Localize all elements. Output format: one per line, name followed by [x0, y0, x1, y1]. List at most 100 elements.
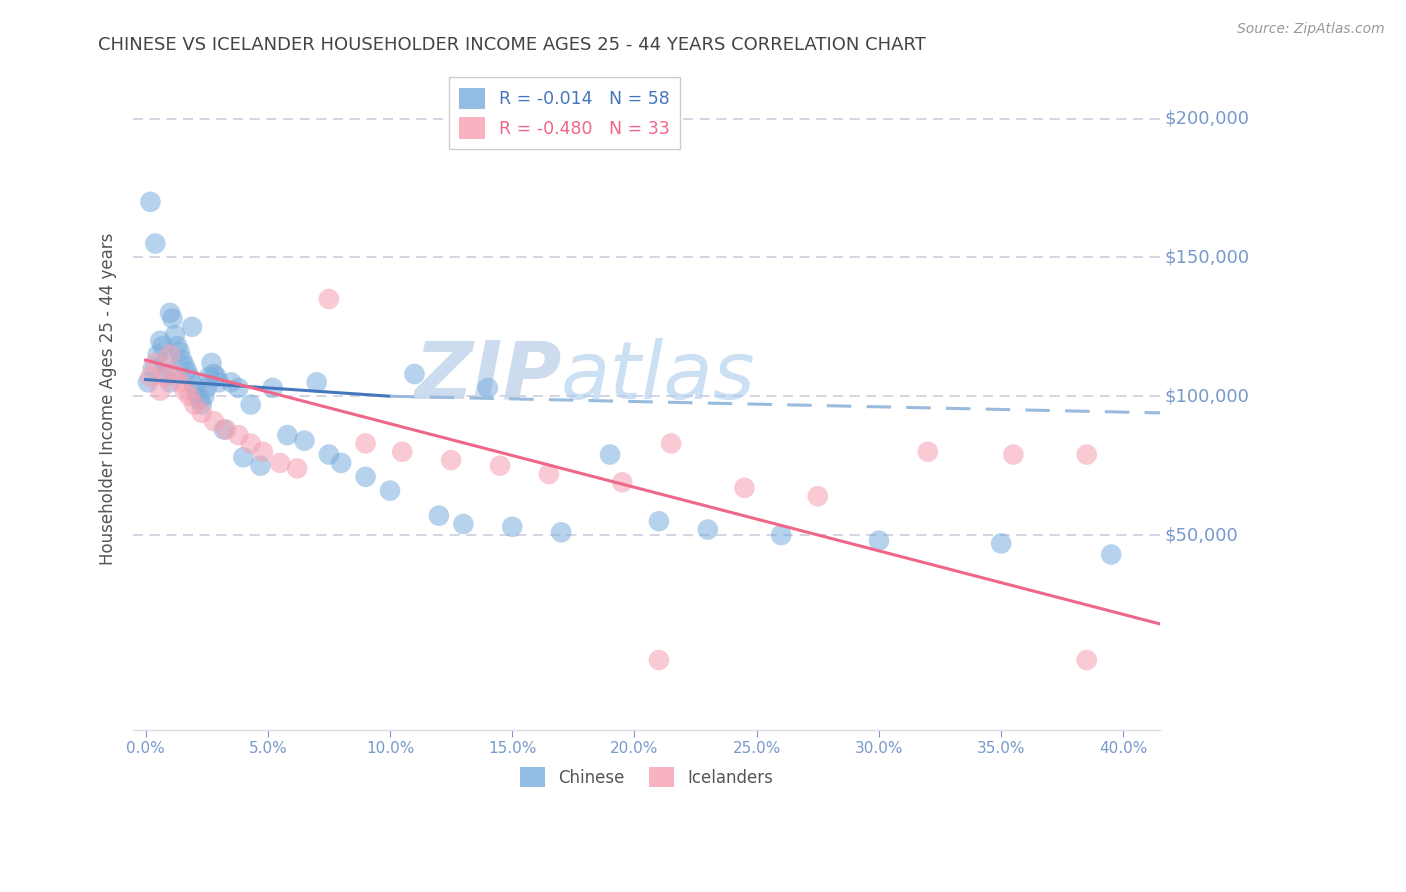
Point: [285, 461, 308, 475]
Point: [191, 398, 214, 412]
Point: [648, 653, 671, 667]
Point: [169, 376, 191, 390]
Point: [294, 434, 316, 448]
Point: [868, 533, 890, 548]
Y-axis label: Householder Income Ages 25 - 44 years: Householder Income Ages 25 - 44 years: [100, 233, 117, 566]
Point: [391, 444, 413, 458]
Point: [139, 194, 162, 209]
Point: [159, 306, 181, 320]
Point: [188, 392, 211, 406]
Point: [770, 528, 793, 542]
Text: CHINESE VS ICELANDER HOUSEHOLDER INCOME AGES 25 - 44 YEARS CORRELATION CHART: CHINESE VS ICELANDER HOUSEHOLDER INCOME …: [98, 36, 927, 54]
Point: [990, 536, 1012, 550]
Point: [228, 381, 250, 395]
Point: [153, 369, 176, 384]
Text: $100,000: $100,000: [1166, 387, 1250, 405]
Point: [330, 456, 353, 470]
Point: [173, 384, 195, 398]
Point: [249, 458, 271, 473]
Point: [659, 436, 682, 450]
Point: [612, 475, 634, 490]
Point: [139, 369, 162, 384]
Text: ZIP: ZIP: [413, 338, 561, 416]
Point: [166, 339, 188, 353]
Point: [159, 348, 181, 362]
Point: [228, 428, 250, 442]
Point: [163, 328, 186, 343]
Point: [696, 523, 718, 537]
Point: [172, 353, 194, 368]
Point: [318, 448, 340, 462]
Point: [734, 481, 756, 495]
Point: [537, 467, 560, 481]
Point: [142, 361, 165, 376]
Point: [276, 428, 298, 442]
Point: [162, 311, 184, 326]
Point: [917, 444, 939, 458]
Point: [219, 376, 242, 390]
Point: [191, 406, 214, 420]
Point: [202, 414, 225, 428]
Point: [186, 386, 208, 401]
Point: [1099, 548, 1122, 562]
Text: Source: ZipAtlas.com: Source: ZipAtlas.com: [1237, 22, 1385, 37]
Point: [453, 516, 475, 531]
Point: [136, 376, 159, 390]
Point: [648, 514, 671, 528]
Point: [183, 398, 205, 412]
Point: [269, 456, 291, 470]
Point: [149, 334, 172, 348]
Point: [193, 389, 215, 403]
Text: atlas: atlas: [561, 338, 756, 416]
Point: [152, 339, 174, 353]
Point: [239, 398, 262, 412]
Point: [179, 369, 201, 384]
Point: [262, 381, 284, 395]
Point: [215, 423, 238, 437]
Point: [252, 444, 274, 458]
Point: [501, 520, 523, 534]
Point: [159, 376, 181, 390]
Point: [1002, 448, 1025, 462]
Text: $200,000: $200,000: [1166, 110, 1250, 128]
Point: [205, 369, 228, 384]
Point: [440, 453, 463, 467]
Point: [477, 381, 499, 395]
Point: [169, 344, 191, 359]
Point: [143, 236, 166, 251]
Point: [232, 450, 254, 465]
Point: [807, 489, 830, 503]
Point: [173, 359, 195, 373]
Point: [202, 367, 225, 381]
Point: [163, 367, 186, 381]
Point: [212, 423, 235, 437]
Point: [200, 356, 222, 370]
Point: [153, 356, 176, 370]
Point: [181, 319, 204, 334]
Point: [354, 436, 377, 450]
Point: [489, 458, 512, 473]
Point: [1076, 448, 1098, 462]
Point: [179, 389, 201, 403]
Point: [305, 376, 328, 390]
Point: [198, 369, 221, 384]
Legend: Chinese, Icelanders: Chinese, Icelanders: [513, 760, 780, 794]
Point: [146, 348, 169, 362]
Point: [404, 367, 426, 381]
Text: $150,000: $150,000: [1166, 248, 1250, 267]
Point: [1076, 653, 1098, 667]
Point: [143, 356, 166, 370]
Point: [183, 378, 205, 392]
Point: [195, 381, 218, 395]
Point: [318, 292, 340, 306]
Point: [550, 525, 572, 540]
Point: [354, 469, 377, 483]
Point: [378, 483, 401, 498]
Point: [427, 508, 450, 523]
Point: [239, 436, 262, 450]
Text: $50,000: $50,000: [1166, 526, 1239, 544]
Point: [599, 448, 621, 462]
Point: [149, 384, 172, 398]
Point: [176, 364, 198, 378]
Point: [156, 367, 179, 381]
